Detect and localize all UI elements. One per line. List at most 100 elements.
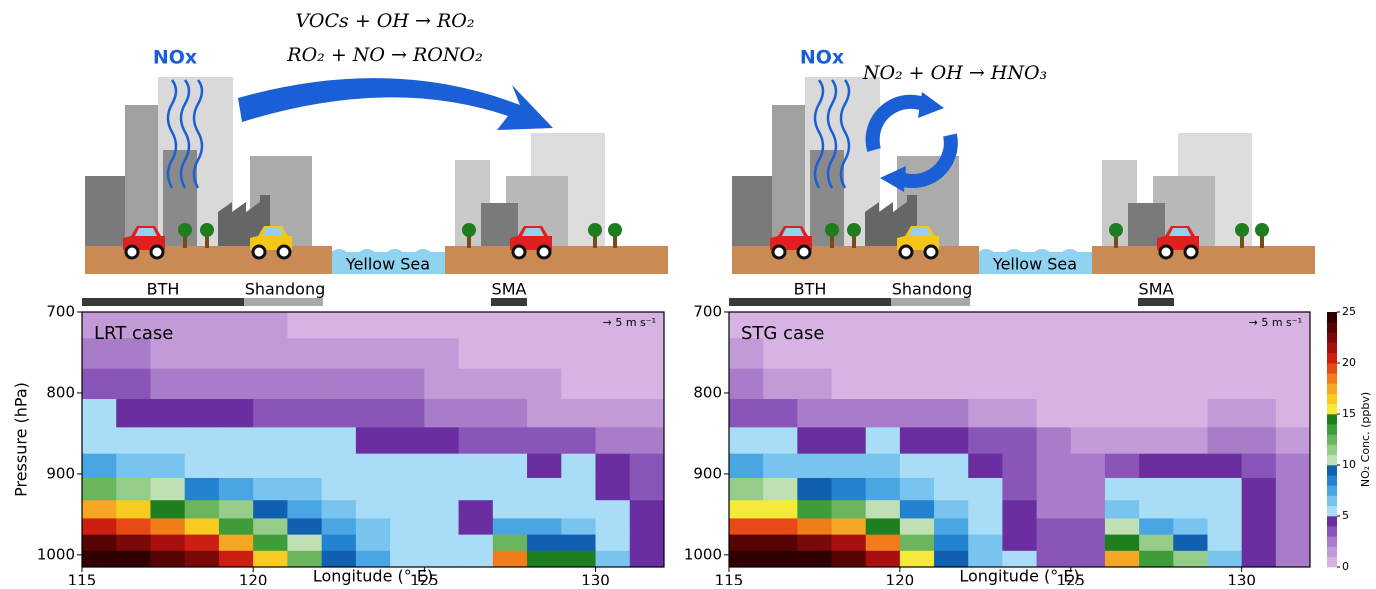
contour-cell [1173,535,1208,552]
contour-cell [253,369,288,400]
case-label: LRT case [94,323,173,344]
contour-cell [150,399,185,428]
contour-cell [797,551,832,568]
contour-cell [82,399,117,428]
contour-cell [322,338,357,369]
contour-cell [82,454,117,479]
contour-cell [900,312,935,339]
contour-cell [1002,369,1037,400]
contour-cell [1276,551,1311,568]
contour-cell [287,399,322,428]
y-axis-label: Pressure (hPa) [12,382,31,497]
contour-cell [630,500,665,519]
contour-cell [729,551,764,568]
contour-cell [1242,454,1277,479]
contour-cell [1105,518,1140,535]
contour-cell [630,338,665,369]
contour-cell [832,338,867,369]
contour-cell [185,535,220,552]
contour-cell [219,369,254,400]
contour-cell [1242,369,1277,400]
contour-cell [968,518,1003,535]
wind-key: → 5 m s⁻¹ [1249,316,1302,329]
contour-cell [763,535,798,552]
contour-cell [424,535,459,552]
contour-cell [287,535,322,552]
contour-cell [1139,454,1174,479]
contour-cell [1173,518,1208,535]
contour-cell [596,518,631,535]
contour-cell [424,427,459,454]
equation: NO₂ + OH → HNO₃ [862,62,1047,84]
contour-cell [150,535,185,552]
contour-cell [1207,551,1242,568]
contour-cell [356,312,391,339]
contour-cell [832,454,867,479]
contour-cell [1242,551,1277,568]
contour-cell [1002,478,1037,501]
contour-cell [561,454,596,479]
contour-cell [832,369,867,400]
contour-cell [390,535,425,552]
contour-cell [832,518,867,535]
colorbar-tick-label: 20 [1342,356,1356,369]
contour-cell [1207,399,1242,428]
contour-cell [1207,454,1242,479]
contour-cell [1173,427,1208,454]
contour-cell [1139,478,1174,501]
contour-cell [356,500,391,519]
contour-cell [356,518,391,535]
colorbar-swatch [1327,383,1337,394]
y-tick-label: 900 [46,464,75,482]
colorbar-swatch [1327,547,1337,558]
contour-cell [968,369,1003,400]
contour-cell [968,551,1003,568]
contour-cell [82,427,117,454]
contour-cell [424,551,459,568]
contour-cell [1071,518,1106,535]
contour-cell [729,369,764,400]
y-tick-label: 1000 [37,545,75,563]
colorbar-swatch [1327,506,1337,517]
contour-cell [150,551,185,568]
contour-cell [527,369,562,400]
contour-cell [493,535,528,552]
contour-cell [561,478,596,501]
contour-cell [390,518,425,535]
contour-cell [561,338,596,369]
region-label: Shandong [892,280,972,299]
contour-cell [1105,338,1140,369]
contour-cell [253,427,288,454]
contour-cell [968,500,1003,519]
contour-cell [1002,454,1037,479]
contour-cell [459,551,494,568]
contour-cell [934,535,969,552]
colorbar-swatch [1327,455,1337,466]
contour-cell [527,478,562,501]
contour-cell [797,518,832,535]
contour-cell [1105,369,1140,400]
contour-cell [900,427,935,454]
contour-cell [968,338,1003,369]
contour-cell [968,427,1003,454]
contour-cell [729,518,764,535]
contour-cell [866,535,901,552]
colorbar-swatch [1327,516,1337,527]
contour-cell [1139,551,1174,568]
contour-cell [797,478,832,501]
contour-cell [185,427,220,454]
contour-cell [630,427,665,454]
contour-cell [82,369,117,400]
colorbar-swatch [1327,445,1337,456]
wind-key: → 5 m s⁻¹ [603,316,656,329]
contour-cell [561,399,596,428]
contour-cell [630,369,665,400]
contour-cell [493,500,528,519]
contour-cell [1071,427,1106,454]
contour-cell [1207,500,1242,519]
contour-cell [390,500,425,519]
contour-cell [287,454,322,479]
colorbar-swatch [1327,343,1337,354]
colorbar-tick-label: 10 [1342,458,1356,471]
contour-cell [1207,535,1242,552]
